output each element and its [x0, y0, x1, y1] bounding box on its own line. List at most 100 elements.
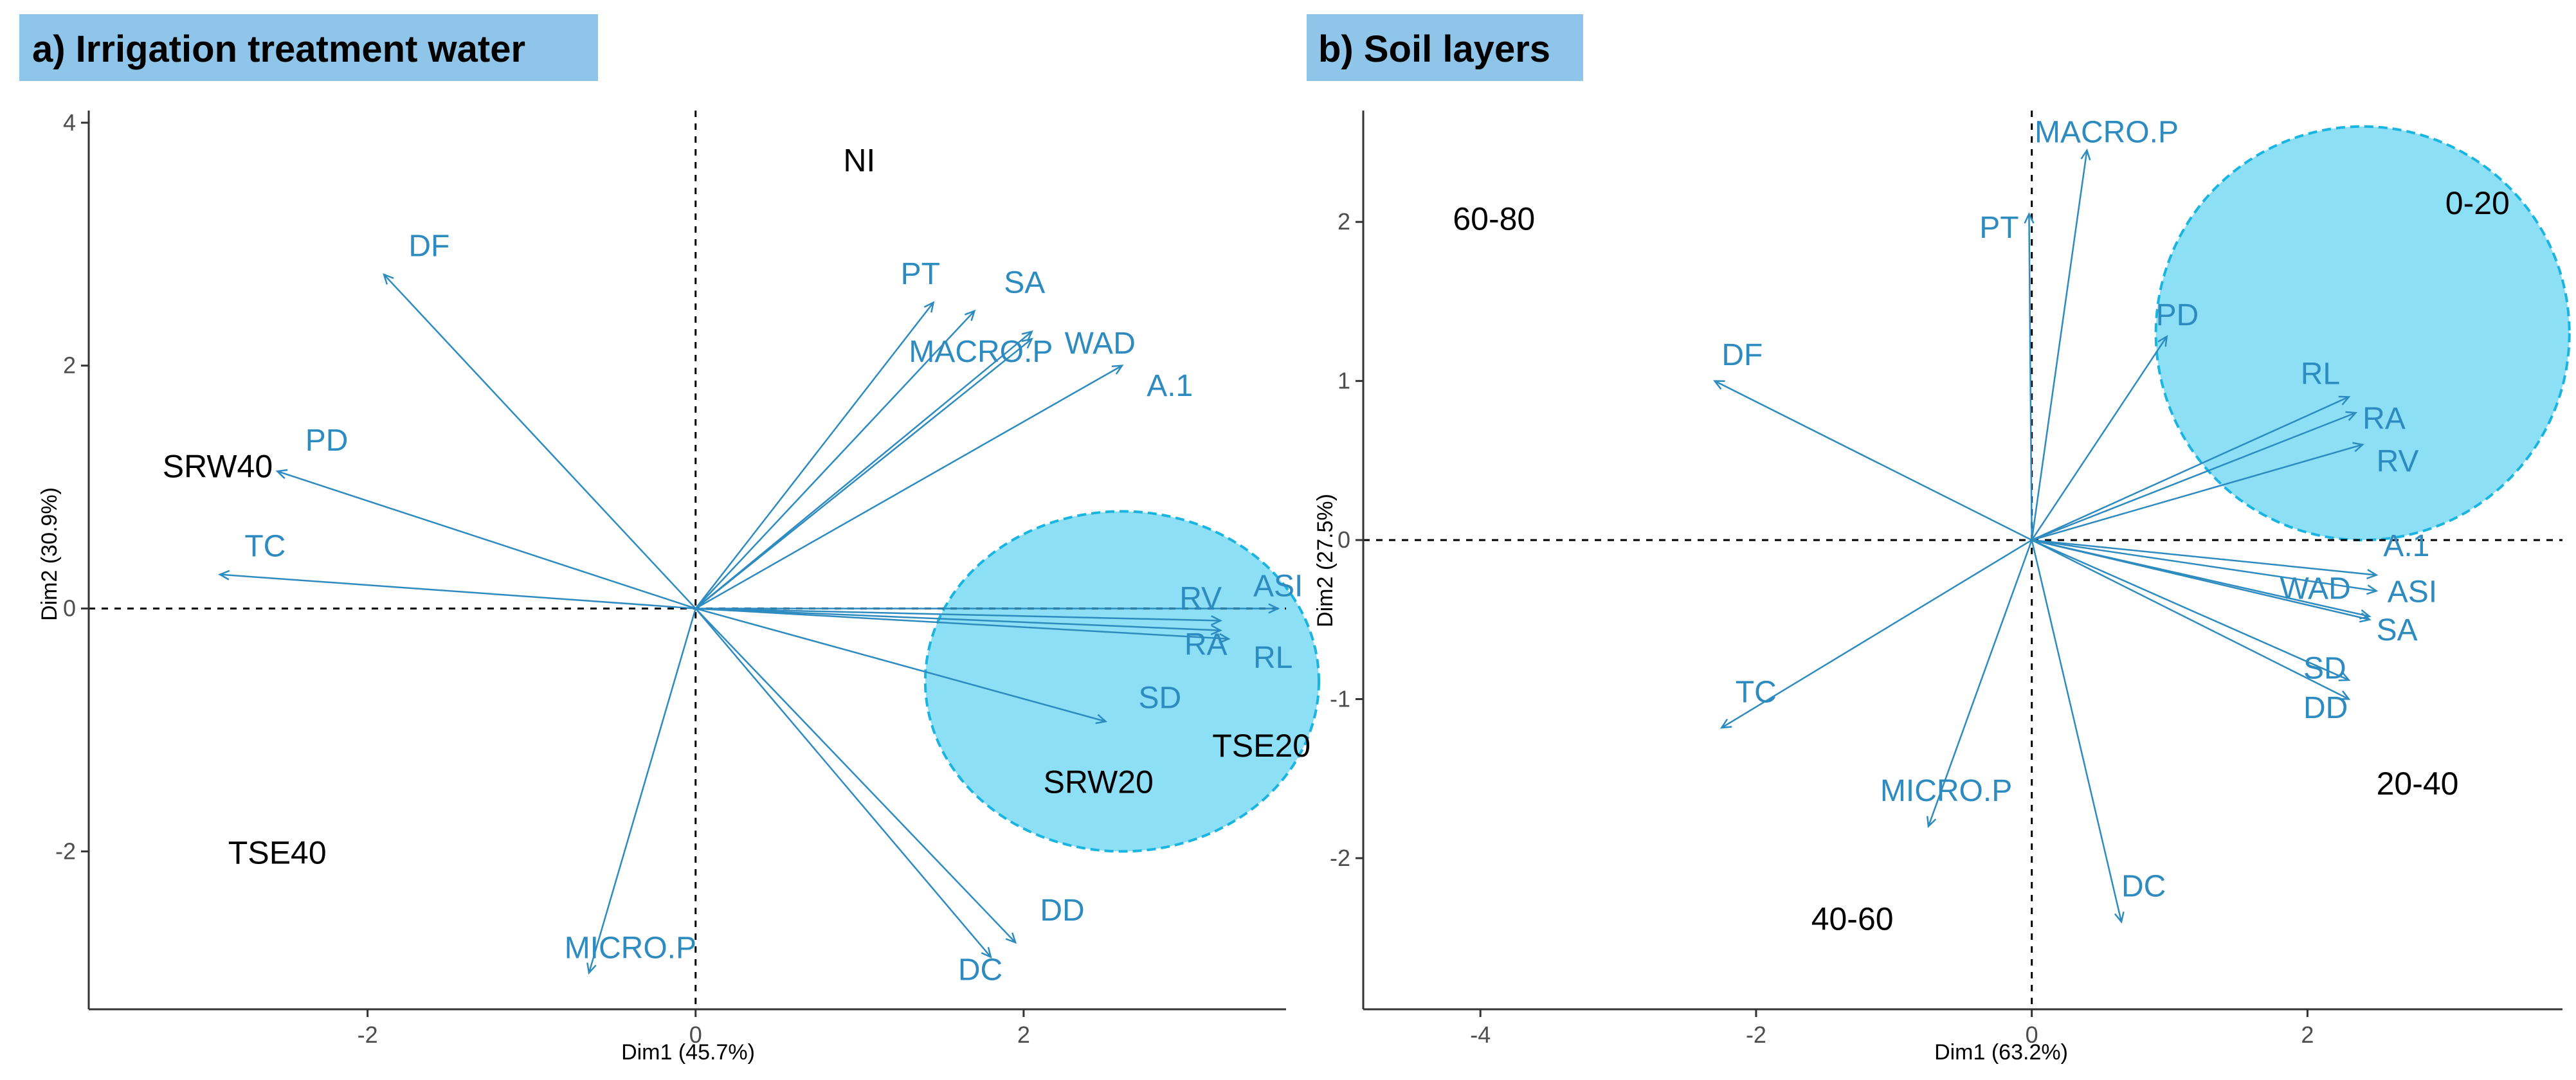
panel-a-arrow-shaft-ra: [695, 608, 1221, 631]
panel-b-y-tick-label: 2: [1338, 208, 1350, 235]
panel-a-ellipse-layer: [923, 510, 1321, 853]
panel-b-arrow-shaft-a-1: [2031, 539, 2377, 576]
panel-b-arrow-tc: [1719, 539, 2033, 729]
panel-a-y-tick-label: -2: [55, 838, 76, 864]
panel-b-x-tick-label: -2: [1746, 1022, 1766, 1048]
panel-b-variable-label-pd: PD: [2156, 298, 2199, 332]
panel-a-variable-label-a-1: A.1: [1147, 369, 1193, 403]
panel-b-title: b) Soil layers: [1318, 28, 1550, 70]
panel-a-irrigation: a) Irrigation treatment water DF PD TC PT SA…: [19, 14, 1321, 1065]
panel-a-arrow-shaft-pt: [694, 302, 934, 609]
panel-a-arrow-head-asi: [1268, 603, 1280, 614]
panel-b-arrow-shaft-pt: [2028, 213, 2033, 541]
panel-b-variable-label-micro-p: MICRO.P: [1880, 774, 2012, 808]
panel-a-arrow-head-sa: [964, 309, 976, 321]
panel-a-arrow-head-df: [383, 273, 394, 285]
panel-a-arrow-dc: [694, 608, 992, 959]
panel-b-arrow-head-micro-p: [1927, 816, 1937, 829]
panel-a-group-label-srw40: SRW40: [163, 449, 273, 485]
panel-b-y-tick-label: -1: [1330, 686, 1350, 712]
panel-b-arrow-shaft-rl: [2031, 396, 2350, 541]
panel-b-arrow-shaft-pd: [2031, 336, 2168, 541]
panel-a-arrow-head-wad: [1021, 338, 1033, 349]
panel-a-arrow-head-dc: [981, 946, 992, 959]
panel-b-group-label-0-20: 0-20: [2445, 185, 2510, 221]
panel-a-title: a) Irrigation treatment water: [32, 28, 525, 70]
panel-a-x-tick-label: 0: [689, 1022, 702, 1048]
panel-a-group-label-tse40: TSE40: [228, 834, 327, 870]
panel-a-arrow-tc: [218, 570, 696, 609]
panel-a-arrow-shaft-pd: [277, 470, 696, 609]
panel-a-arrow-head-rv: [1210, 615, 1222, 626]
panel-b-arrow-wad: [2031, 539, 2379, 595]
panel-b-arrow-head-a-1: [2366, 569, 2379, 580]
panel-a-y-tick-label: 4: [63, 109, 76, 136]
panel-a-arrow-shaft-sd: [695, 608, 1106, 723]
panel-b-x-tick-label: 2: [2301, 1022, 2314, 1048]
panel-b-arrow-rv: [2031, 442, 2364, 541]
panel-b-arrow-head-df: [1713, 380, 1725, 390]
panel-a-arrow-pd: [275, 469, 696, 609]
panel-b-arrow-head-ra: [2345, 411, 2358, 421]
panel-b-soil-layers: b) Soil layers MACRO.P PT PD DF RL RA RV A.1 WAD…: [1307, 14, 2571, 1065]
panel-b-arrow-shaft-tc: [1721, 539, 2033, 729]
panel-b-arrow-head-pt: [2024, 212, 2035, 224]
panel-a-variable-label-tc: TC: [244, 529, 286, 563]
panel-a-arrow-head-sd: [1095, 714, 1108, 724]
panel-b-arrow-shaft-dc: [2031, 539, 2123, 923]
panel-a-arrow-shaft-dc: [694, 608, 992, 958]
panel-a-arrow-head-macro-p: [1021, 330, 1033, 341]
panel-b-arrow-shaft-macro-p: [2031, 150, 2088, 541]
panel-b-y-tick-label: 1: [1338, 368, 1350, 394]
panel-b-arrow-shaft-wad: [2031, 539, 2377, 592]
panel-b-axes: -4 -2 0 2 -2 -1 0 1 2: [1330, 111, 2562, 1048]
panel-b-group-labels: 0-20 60-80 20-40 40-60: [1453, 185, 2510, 937]
panel-a-variable-label-pd: PD: [305, 424, 349, 458]
panel-b-x-tick-label: -4: [1470, 1022, 1491, 1048]
panel-b-arrow-head-wad: [2366, 584, 2379, 595]
panel-b-variable-label-tc: TC: [1736, 675, 1777, 709]
panel-a-arrow-rl: [695, 608, 1231, 644]
panel-a-variable-label-sa: SA: [1004, 266, 1045, 300]
panel-b-arrow-shaft-dd: [2031, 539, 2350, 700]
panel-a-arrow-asi: [695, 603, 1280, 614]
panel-b-variable-label-wad: WAD: [2280, 572, 2351, 606]
panel-a-arrow-micro-p: [586, 608, 696, 975]
panel-a-axes: -2 0 2 -2 0 2 4: [55, 109, 1286, 1048]
panel-a-arrow-rv: [695, 608, 1222, 626]
panel-b-variable-label-macro-p: MACRO.P: [2035, 115, 2179, 149]
panel-a-arrow-shaft-macro-p: [694, 330, 1033, 609]
panel-b-arrow-shaft-sd: [2031, 539, 2350, 681]
panel-b-arrow-df: [1713, 380, 2033, 541]
panel-b-y-axis-title: Dim2 (27.5%): [1313, 494, 1338, 627]
panel-a-arrow-df: [383, 273, 696, 609]
panel-b-arrow-ra: [2031, 411, 2358, 541]
panel-b-variable-label-dc: DC: [2121, 869, 2166, 903]
panel-a-arrow-shaft-a-1: [695, 364, 1123, 609]
panel-a-x-tick-label: -2: [358, 1022, 378, 1048]
panel-b-arrow-head-sd: [2338, 671, 2351, 681]
panel-a-y-tick-label: 2: [63, 352, 76, 379]
panel-a-group-labels: NI SRW40 TSE20 SRW20 TSE40: [163, 142, 1311, 870]
panel-b-arrow-head-rl: [2338, 395, 2351, 406]
panel-b-arrow-head-macro-p: [2080, 148, 2091, 161]
panel-b-arrow-shaft-rv: [2031, 444, 2363, 541]
panel-b-arrow-a-1: [2031, 539, 2379, 580]
panel-a-arrow-head-micro-p: [586, 962, 597, 975]
panel-a-variable-label-rl: RL: [1253, 641, 1293, 675]
panel-a-y-axis-title: Dim2 (30.9%): [37, 487, 62, 621]
panel-b-variable-label-sd: SD: [2303, 651, 2346, 685]
panel-b-arrow-head-pd: [2157, 334, 2168, 347]
panel-b-x-tick-label: 0: [2026, 1022, 2038, 1048]
panel-b-arrow-shaft-micro-p: [1927, 539, 2033, 827]
panel-b-arrow-head-dc: [2114, 912, 2125, 924]
panel-a-variable-label-micro-p: MICRO.P: [565, 932, 696, 966]
panel-a-arrow-head-dd: [1005, 932, 1017, 944]
panel-b-arrow-dd: [2031, 539, 2351, 700]
panel-a-arrow-shaft-rl: [695, 608, 1229, 640]
panel-b-variable-label-rl: RL: [2301, 357, 2340, 392]
panel-b-variable-labels: MACRO.P PT PD DF RL RA RV A.1 WAD ASI SA SD DD TC MICR…: [1721, 115, 2437, 903]
panel-a-arrow-dd: [694, 608, 1017, 944]
panel-a-arrow-shaft-wad: [694, 338, 1033, 609]
panel-b-arrow-shaft-sa: [2031, 539, 2370, 618]
